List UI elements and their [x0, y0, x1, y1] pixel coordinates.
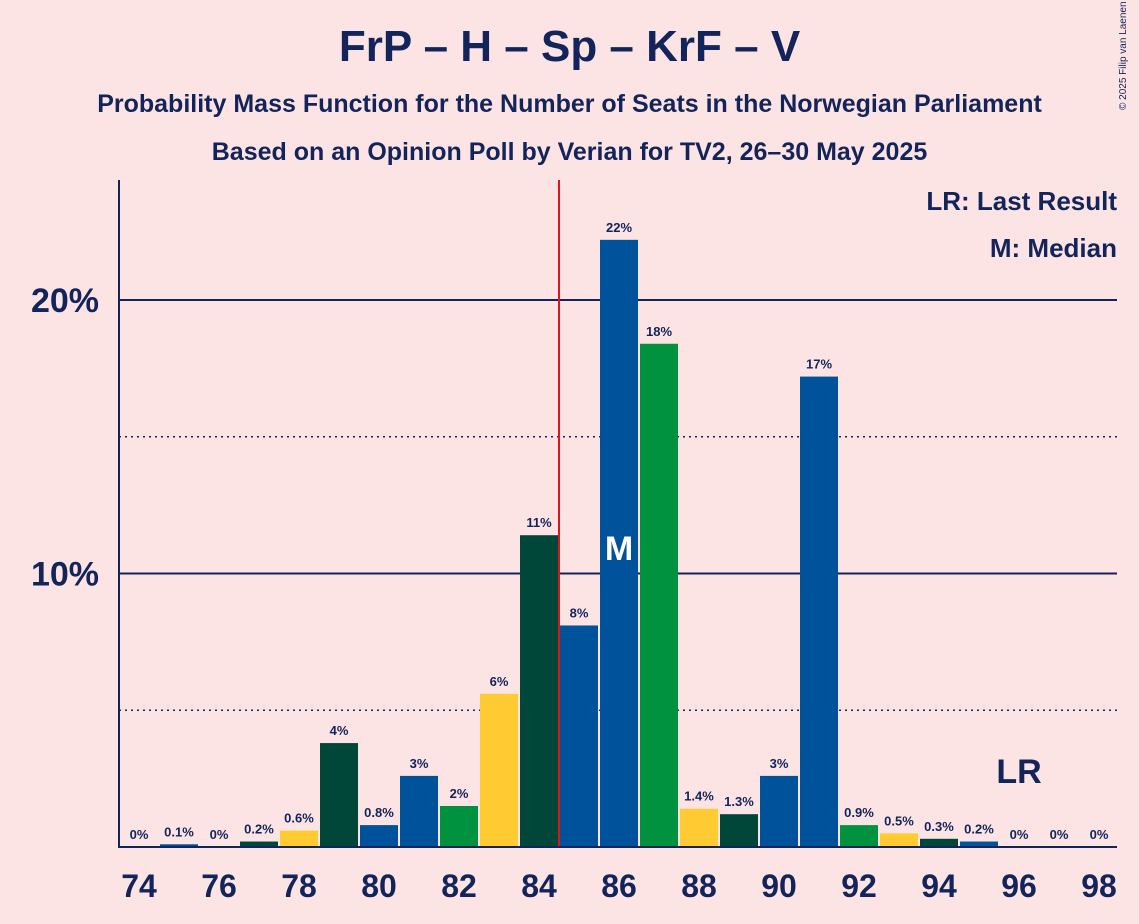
bar-seat-86: [600, 239, 638, 847]
bar-seat-82: [440, 805, 478, 847]
last-result-marker: LR: [996, 753, 1041, 791]
bar-seat-81: [400, 775, 438, 847]
data-label-seat-76: 0%: [210, 827, 229, 842]
data-label-seat-78: 0.6%: [284, 811, 314, 826]
median-marker: M: [605, 530, 633, 568]
legend-median: M: Median: [990, 233, 1117, 263]
bar-seat-93: [880, 833, 918, 847]
bar-seat-78: [280, 830, 318, 847]
chart-title: FrP – H – Sp – KrF – V: [338, 22, 801, 71]
data-label-seat-84: 11%: [526, 515, 552, 530]
data-label-seat-85: 8%: [570, 605, 589, 620]
data-label-seat-91: 17%: [806, 357, 832, 372]
data-label-seat-86: 22%: [606, 220, 632, 235]
data-label-seat-98: 0%: [1090, 827, 1109, 842]
bar-seat-83: [480, 693, 518, 847]
bar-seat-92: [840, 825, 878, 847]
x-tick-label-84: 84: [521, 868, 557, 904]
y-tick-label-10: 10%: [31, 556, 99, 594]
x-tick-label-78: 78: [281, 868, 317, 904]
x-tick-label-74: 74: [121, 868, 157, 904]
x-tick-label-80: 80: [361, 868, 397, 904]
data-label-seat-95: 0.2%: [964, 822, 994, 837]
chart-subtitle: Probability Mass Function for the Number…: [97, 90, 1042, 118]
x-tick-label-82: 82: [441, 868, 477, 904]
bar-seat-79: [320, 743, 358, 847]
bar-seat-91: [800, 376, 838, 847]
bar-seat-84: [520, 535, 558, 847]
legend: LR: Last Result M: Median: [926, 186, 1117, 263]
y-tick-label-20: 20%: [31, 282, 99, 320]
bars: [160, 180, 998, 847]
data-label-seat-89: 1.3%: [724, 794, 754, 809]
axes: 10% 20% 74 76 78 80 82 84 86 88 90 92 94 96 98: [31, 180, 1117, 904]
data-label-seat-81: 3%: [410, 756, 429, 771]
bar-seat-85: [560, 625, 598, 847]
bar-seat-88: [680, 808, 718, 847]
bar-seat-80: [360, 825, 398, 847]
bar-seat-94: [920, 838, 958, 847]
bar-seat-89: [720, 814, 758, 847]
bar-seat-75: [160, 844, 198, 847]
x-tick-label-92: 92: [841, 868, 877, 904]
data-label-seat-87: 18%: [646, 324, 672, 339]
data-label-seat-88: 1.4%: [684, 789, 714, 804]
data-label-seat-90: 3%: [770, 756, 789, 771]
data-label-seat-94: 0.3%: [924, 819, 954, 834]
bar-seat-87: [640, 343, 678, 847]
data-labels: 0% 0.1% 0% 0.2% 0.6% 4% 0.8% 3% 2% 6% 11% 8% 22% M 18%…: [130, 220, 1109, 842]
data-label-seat-74: 0%: [130, 827, 149, 842]
data-label-seat-77: 0.2%: [244, 822, 274, 837]
x-tick-label-88: 88: [681, 868, 717, 904]
data-label-seat-96: 0%: [1010, 827, 1029, 842]
legend-last-result: LR: Last Result: [926, 186, 1117, 216]
data-label-seat-82: 2%: [450, 786, 469, 801]
x-tick-label-90: 90: [761, 868, 797, 904]
x-tick-label-86: 86: [601, 868, 637, 904]
data-label-seat-92: 0.9%: [844, 805, 874, 820]
chart-source-line: Based on an Opinion Poll by Verian for T…: [211, 138, 928, 166]
data-label-seat-83: 6%: [490, 674, 509, 689]
data-label-seat-75: 0.1%: [164, 824, 194, 839]
bar-seat-77: [240, 841, 278, 847]
data-label-seat-80: 0.8%: [364, 805, 394, 820]
x-tick-label-98: 98: [1081, 868, 1117, 904]
data-label-seat-97: 0%: [1050, 827, 1069, 842]
x-tick-label-96: 96: [1001, 868, 1037, 904]
data-label-seat-79: 4%: [330, 723, 349, 738]
data-label-seat-93: 0.5%: [884, 813, 914, 828]
bar-seat-95: [960, 841, 998, 847]
x-tick-label-94: 94: [921, 868, 957, 904]
bar-seat-90: [760, 775, 798, 847]
x-tick-label-76: 76: [201, 868, 237, 904]
